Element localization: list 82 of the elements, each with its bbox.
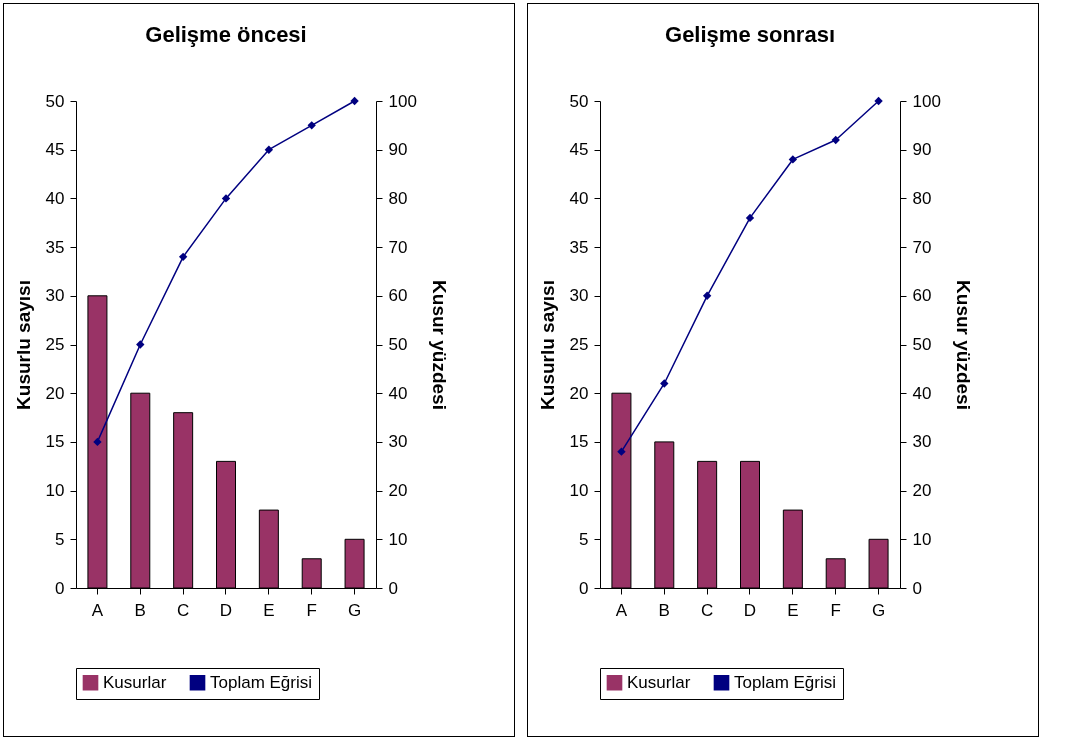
y2-tick-label: 10	[912, 529, 932, 549]
y2-tick-label: 50	[388, 335, 408, 354]
y2-axis-title: Kusur yüzdesi	[428, 280, 450, 410]
point	[702, 291, 712, 300]
point	[221, 194, 231, 203]
y-tick-label: 30	[569, 286, 589, 306]
point	[178, 252, 188, 262]
y-tick-label: 50	[45, 91, 65, 111]
x-tick-label: G	[347, 600, 362, 620]
y2-tick-label: 60	[388, 286, 408, 306]
y2-tick-label: 80	[912, 188, 932, 208]
y-tick-label: 15	[45, 432, 65, 452]
point	[93, 437, 102, 447]
y-tick-label: 50	[569, 91, 589, 111]
point	[874, 96, 883, 106]
point	[350, 96, 359, 106]
y-axis-title: Kusurlu sayısı	[536, 280, 558, 410]
y-tick-label: 10	[45, 481, 65, 501]
y-tick-label: 5	[579, 529, 589, 549]
y2-tick-label: 20	[388, 481, 408, 501]
y2-tick-label: 70	[388, 237, 408, 257]
y2-tick-label: 70	[912, 237, 932, 257]
y-tick-label: 15	[569, 432, 589, 452]
y-tick-label: 45	[569, 140, 589, 160]
x-tick-label: C	[177, 600, 190, 620]
x-tick-label: E	[787, 600, 799, 620]
chart-title: Gelişme öncesi	[145, 22, 307, 47]
y-tick-label: 40	[569, 188, 589, 208]
y-tick-label: 0	[579, 578, 589, 598]
y-tick-label: 40	[45, 188, 65, 208]
y-tick-label: 45	[45, 140, 65, 160]
y2-tick-label: 40	[912, 383, 932, 403]
x-tick-label: B	[134, 600, 146, 620]
y-tick-label: 30	[45, 286, 65, 306]
point	[264, 145, 274, 154]
point	[136, 340, 145, 349]
legend-label: Kusurlar	[627, 672, 691, 692]
y-tick-label: 20	[569, 383, 589, 403]
y2-tick-label: 100	[388, 91, 417, 111]
legend-label: Toplam Eğrisi	[210, 672, 313, 692]
y-tick-label: 25	[569, 335, 589, 354]
y2-tick-label: 50	[912, 335, 932, 354]
x-tick-label: D	[219, 600, 233, 620]
legend-label: Kusurlar	[103, 672, 167, 692]
point	[617, 447, 626, 456]
point	[831, 135, 840, 145]
y2-axis-title: Kusur yüzdesi	[952, 280, 974, 410]
point	[745, 213, 755, 223]
y2-tick-label: 10	[388, 529, 408, 549]
y-tick-label: 10	[569, 481, 589, 501]
x-tick-label: C	[701, 600, 714, 620]
point	[788, 155, 798, 164]
y-tick-label: 35	[45, 237, 65, 257]
y-tick-label: 5	[55, 529, 65, 549]
y-tick-label: 0	[55, 578, 65, 598]
point	[307, 121, 316, 130]
y2-tick-label: 100	[912, 91, 941, 111]
x-tick-label: E	[263, 600, 275, 620]
point	[660, 379, 669, 388]
y2-tick-label: 30	[912, 432, 932, 452]
x-tick-label: D	[743, 600, 757, 620]
y2-tick-label: 90	[912, 140, 932, 160]
x-tick-label: A	[91, 600, 104, 620]
y2-tick-label: 90	[388, 140, 408, 160]
x-tick-label: G	[871, 600, 886, 620]
y2-tick-label: 20	[912, 481, 932, 501]
y-tick-label: 35	[569, 237, 589, 257]
x-tick-label: A	[615, 600, 628, 620]
y2-tick-label: 0	[912, 578, 922, 598]
x-tick-label: F	[830, 600, 841, 620]
x-tick-label: B	[658, 600, 670, 620]
chart-title: Gelişme sonrası	[665, 22, 835, 47]
y-tick-label: 25	[45, 335, 65, 354]
y2-tick-label: 40	[388, 383, 408, 403]
y2-tick-label: 80	[388, 188, 408, 208]
y2-tick-label: 0	[388, 578, 398, 598]
y2-tick-label: 30	[388, 432, 408, 452]
y2-tick-label: 60	[912, 286, 932, 306]
legend-label: Toplam Eğrisi	[734, 672, 837, 692]
y-tick-label: 20	[45, 383, 65, 403]
y-axis-title: Kusurlu sayısı	[12, 280, 34, 410]
x-tick-label: F	[306, 600, 317, 620]
